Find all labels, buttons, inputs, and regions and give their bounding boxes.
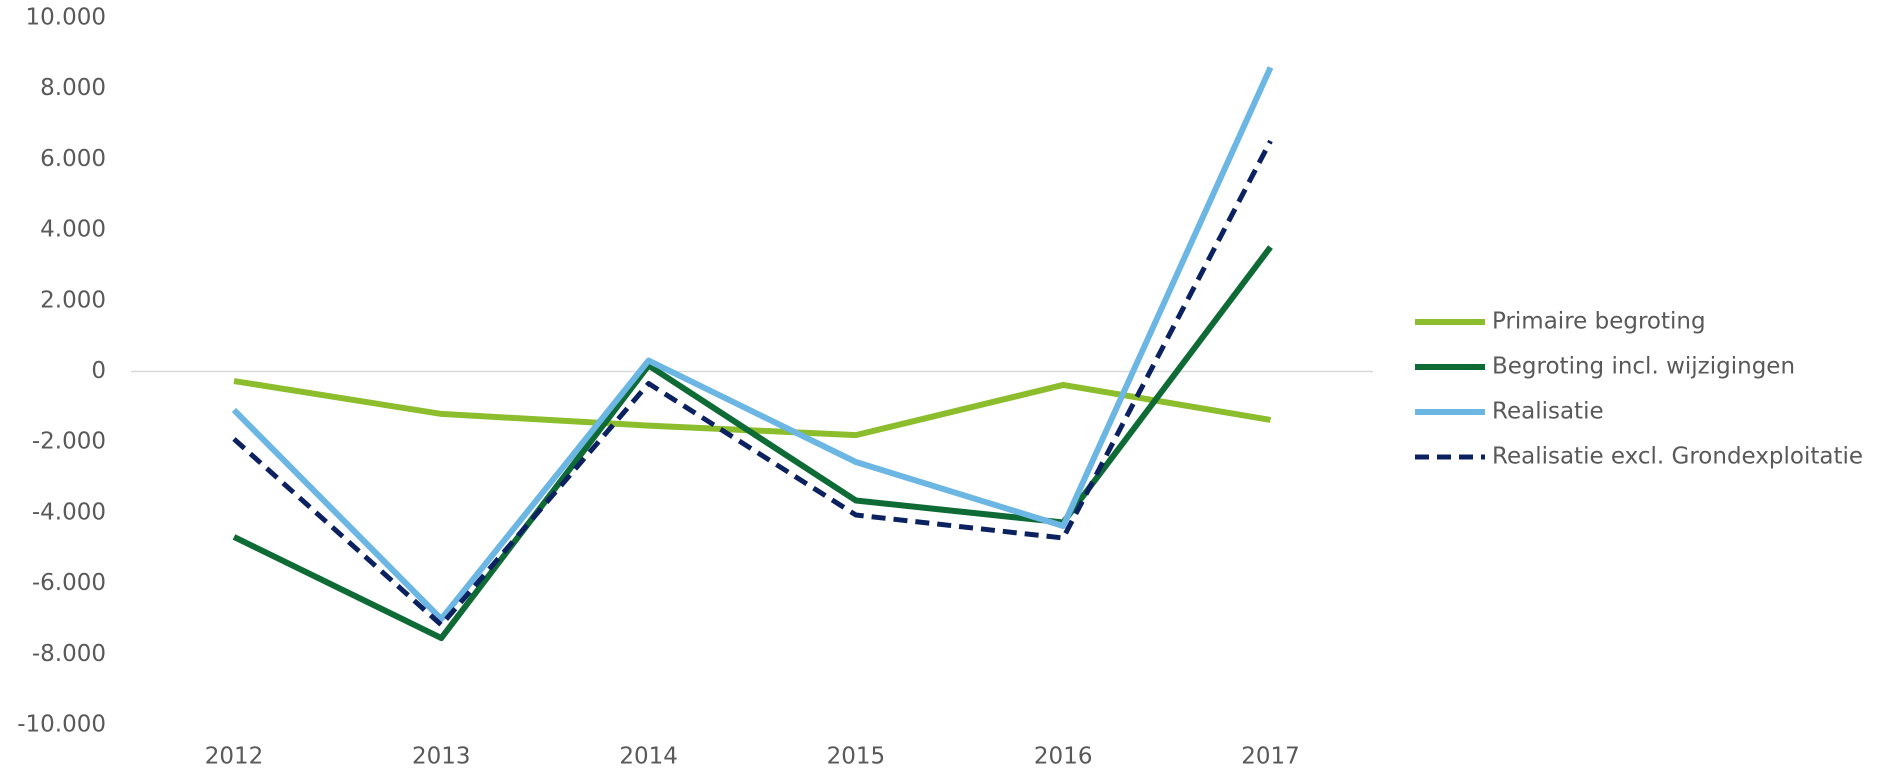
series-line xyxy=(232,245,1273,642)
y-tick-label: -10.000 xyxy=(17,712,106,738)
y-tick-label: 8.000 xyxy=(40,75,106,101)
x-tick-label: 2013 xyxy=(412,744,471,770)
y-tick-label: -6.000 xyxy=(32,570,106,596)
y-tick-label: -4.000 xyxy=(32,499,106,525)
legend-label: Primaire begroting xyxy=(1492,309,1706,335)
y-tick-label: 6.000 xyxy=(40,146,106,172)
legend-label: Realisatie xyxy=(1492,399,1604,425)
y-tick-label: 2.000 xyxy=(40,287,106,313)
x-tick-label: 2017 xyxy=(1241,744,1300,770)
y-tick-label: 0 xyxy=(91,358,106,384)
series-line xyxy=(231,66,1274,622)
x-tick-label: 2015 xyxy=(827,744,886,770)
y-tick-label: -2.000 xyxy=(32,429,106,455)
y-tick-label: -8.000 xyxy=(32,641,106,667)
y-tick-label: 4.000 xyxy=(40,217,106,243)
legend-label: Realisatie excl. Grondexploitatie xyxy=(1492,444,1863,470)
series-line xyxy=(232,139,1273,628)
legend-label: Begroting incl. wijzigingen xyxy=(1492,354,1795,380)
x-tick-label: 2012 xyxy=(205,744,264,770)
y-tick-label: 10.000 xyxy=(26,5,106,31)
x-tick-label: 2014 xyxy=(619,744,678,770)
x-tick-label: 2016 xyxy=(1034,744,1093,770)
